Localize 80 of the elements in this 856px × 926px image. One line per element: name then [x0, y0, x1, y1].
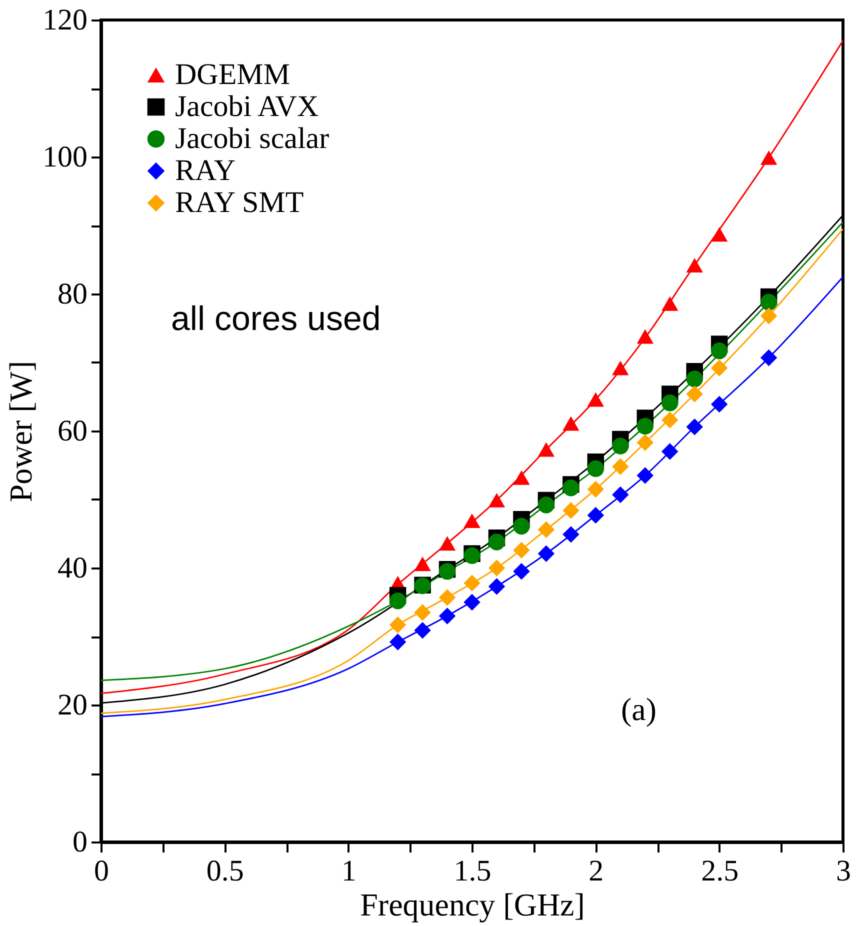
point	[636, 418, 654, 435]
point	[636, 434, 654, 452]
point	[662, 412, 678, 428]
y-tick-label: 120	[42, 4, 88, 36]
legend-label: Jacobi scalar	[175, 122, 330, 155]
point	[414, 604, 431, 621]
point	[636, 467, 654, 484]
y-tick-label: 100	[42, 140, 88, 174]
x-tick-label: 1.5	[454, 854, 492, 888]
y-axis-title: Power [W]	[2, 360, 38, 502]
legend-label: RAY	[175, 154, 236, 187]
point	[389, 634, 406, 650]
y-tick-label: 80	[58, 278, 88, 310]
x-tick-label: 3	[836, 854, 851, 888]
point	[513, 518, 530, 535]
x-tick-label: 0	[94, 854, 109, 888]
x-axis-title: Frequency [GHz]	[360, 886, 585, 922]
y-tick-label: 60	[58, 414, 88, 448]
point	[438, 536, 456, 551]
point	[612, 458, 629, 475]
point	[464, 513, 480, 528]
point	[612, 360, 629, 376]
y-tick-label: 40	[58, 552, 88, 584]
point	[662, 394, 678, 412]
legend-label: RAY SMT	[175, 186, 304, 219]
point	[760, 150, 778, 165]
point	[389, 616, 406, 634]
point	[464, 574, 480, 592]
point	[438, 608, 456, 624]
point	[686, 258, 703, 272]
point	[488, 578, 506, 595]
x-tick-label: 2.5	[701, 854, 739, 888]
y-tick-label: 0	[72, 826, 88, 858]
point	[662, 296, 678, 311]
point	[587, 392, 604, 407]
point	[562, 526, 580, 543]
point	[538, 442, 555, 457]
point	[389, 592, 406, 610]
point	[686, 386, 703, 402]
point	[562, 502, 580, 519]
point	[538, 545, 555, 562]
point	[513, 542, 530, 559]
point	[587, 480, 604, 498]
point	[414, 622, 431, 639]
point	[488, 492, 506, 508]
point	[760, 308, 778, 324]
point	[562, 480, 580, 496]
point	[414, 556, 431, 572]
y-tick-label: 20	[58, 688, 88, 722]
point	[488, 560, 506, 576]
annotation: (a)	[621, 691, 657, 727]
point	[662, 443, 678, 460]
point	[710, 342, 728, 360]
x-tick-label: 0.5	[206, 854, 244, 888]
point	[513, 470, 530, 485]
point	[562, 416, 580, 431]
legend-label: DGEMM	[175, 58, 290, 91]
point	[538, 496, 555, 514]
point	[538, 521, 555, 538]
point	[686, 370, 703, 388]
point	[612, 438, 629, 454]
point	[710, 396, 728, 413]
point	[686, 418, 703, 436]
point	[587, 460, 604, 478]
point	[488, 534, 506, 550]
x-tick-label: 2	[588, 854, 604, 888]
x-tick-label: 1	[341, 854, 356, 888]
legend-label: Jacobi AVX	[175, 90, 319, 123]
point	[710, 360, 728, 376]
point	[760, 349, 778, 366]
point	[587, 506, 604, 524]
point	[513, 563, 530, 580]
line-series	[101, 40, 843, 694]
point	[636, 329, 654, 344]
point	[710, 227, 728, 242]
point	[464, 594, 480, 611]
point	[438, 589, 456, 606]
point	[760, 294, 778, 311]
point	[612, 486, 629, 504]
annotation: all cores used	[171, 300, 381, 338]
